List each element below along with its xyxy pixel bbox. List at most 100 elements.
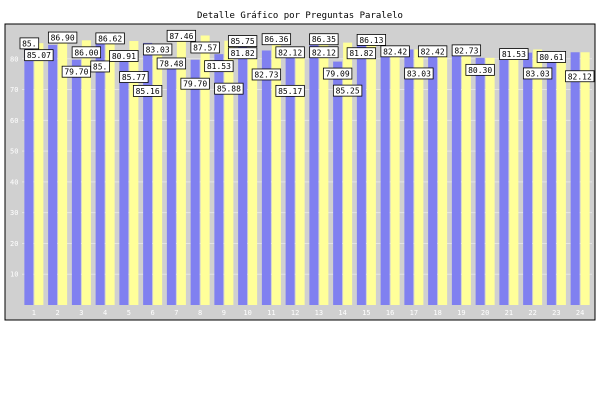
bar-series-2-10 <box>248 53 258 305</box>
bar-series-1-5 <box>119 55 129 305</box>
svg-text:80.91: 80.91 <box>112 52 136 61</box>
data-label: 79.09 <box>322 67 353 80</box>
svg-text:82.73: 82.73 <box>454 46 478 55</box>
bar-series-1-7 <box>166 63 176 306</box>
data-label: 80.61 <box>536 51 567 63</box>
svg-text:86.35: 86.35 <box>312 35 336 44</box>
data-label: 81.82 <box>227 47 258 60</box>
svg-text:82.42: 82.42 <box>421 47 445 56</box>
svg-text:80.30: 80.30 <box>468 66 492 75</box>
x-tick-label: 19 <box>457 309 465 317</box>
data-label: 79.70 <box>61 65 92 78</box>
bar-series-1-10 <box>238 41 248 305</box>
svg-text:79.70: 79.70 <box>183 80 207 89</box>
svg-text:85.16: 85.16 <box>136 87 160 96</box>
x-tick-label: 9 <box>222 309 226 317</box>
bar-series-2-1 <box>34 43 44 306</box>
x-tick-label: 6 <box>151 309 155 317</box>
data-label: 79.70 <box>180 77 210 90</box>
bar-series-1-8 <box>190 59 200 305</box>
bar-series-1-15 <box>356 42 366 305</box>
data-label: 85.77 <box>119 71 149 83</box>
bar-series-2-15 <box>366 39 376 305</box>
data-label: 86.13 <box>356 34 387 46</box>
bar-series-1-4 <box>95 42 105 306</box>
bars <box>24 35 590 306</box>
y-tick-label: 80 <box>10 55 18 63</box>
data-label: 85. <box>19 37 40 50</box>
data-label: 82.73 <box>251 68 282 81</box>
svg-text:82.42: 82.42 <box>383 47 407 56</box>
x-tick-label: 8 <box>198 309 202 317</box>
svg-text:82.73: 82.73 <box>254 70 278 79</box>
data-label: 78.48 <box>156 57 187 70</box>
svg-text:85.88: 85.88 <box>217 85 241 94</box>
y-tick-label: 20 <box>10 240 18 248</box>
bar-series-2-9 <box>224 40 234 305</box>
bar-series-2-7 <box>176 35 186 305</box>
data-label: 85. <box>90 60 110 73</box>
svg-text:81.53: 81.53 <box>502 50 526 59</box>
data-label: 83.03 <box>522 67 553 80</box>
x-tick-label: 11 <box>267 309 275 317</box>
data-label: 82.12 <box>309 46 339 59</box>
bar-series-2-19 <box>461 50 471 305</box>
svg-text:82.12: 82.12 <box>278 48 302 57</box>
x-tick-label: 2 <box>56 309 60 317</box>
data-label: 86.35 <box>309 33 339 46</box>
svg-text:82.12: 82.12 <box>568 72 592 81</box>
bar-series-2-18 <box>438 51 448 305</box>
data-label: 87.46 <box>166 29 197 42</box>
data-label: 86.90 <box>47 31 78 44</box>
data-label: 81.53 <box>499 48 529 60</box>
y-tick-label: 60 <box>10 117 18 125</box>
svg-text:79.09: 79.09 <box>326 70 350 79</box>
svg-text:86.90: 86.90 <box>51 34 75 43</box>
bar-series-1-22 <box>523 52 533 305</box>
svg-text:85.77: 85.77 <box>122 73 146 82</box>
bar-series-2-6 <box>153 49 163 305</box>
bar-series-2-8 <box>200 35 210 305</box>
x-tick-label: 17 <box>410 309 418 317</box>
bar-series-1-1 <box>24 43 34 306</box>
bar-series-1-17 <box>404 49 414 305</box>
bar-series-2-24 <box>580 52 590 306</box>
x-tick-label: 21 <box>505 309 513 317</box>
data-label: 81.82 <box>346 47 377 60</box>
bar-series-2-23 <box>556 56 566 306</box>
data-label: 85.17 <box>275 84 305 97</box>
bar-series-2-12 <box>295 52 305 306</box>
data-label: 85.75 <box>227 35 258 47</box>
bar-series-2-22 <box>533 49 543 305</box>
y-tick-label: 70 <box>10 86 18 94</box>
bar-series-2-11 <box>271 39 281 305</box>
data-label: 85.25 <box>332 84 363 97</box>
svg-text:81.53: 81.53 <box>207 62 231 71</box>
svg-text:86.00: 86.00 <box>74 48 98 57</box>
x-tick-label: 13 <box>315 309 323 317</box>
data-label: 86.00 <box>71 46 102 59</box>
data-label: 81.53 <box>204 60 234 73</box>
data-label: 82.42 <box>417 45 448 58</box>
data-label: 82.73 <box>451 44 482 57</box>
data-label: 83.03 <box>404 67 434 80</box>
data-label: 82.42 <box>380 45 410 58</box>
svg-text:85.25: 85.25 <box>336 87 360 96</box>
x-tick-label: 3 <box>79 309 83 317</box>
bar-series-2-20 <box>485 57 495 305</box>
svg-text:83.03: 83.03 <box>146 45 170 54</box>
svg-text:85.: 85. <box>93 62 107 71</box>
bar-series-1-9 <box>214 54 224 306</box>
bar-series-2-4 <box>105 38 115 305</box>
svg-text:80.61: 80.61 <box>539 53 563 62</box>
bar-series-1-18 <box>428 51 438 305</box>
x-tick-label: 4 <box>103 309 107 317</box>
y-tick-label: 40 <box>10 178 18 186</box>
x-tick-label: 22 <box>528 309 536 317</box>
bar-series-1-21 <box>499 54 509 305</box>
svg-text:81.82: 81.82 <box>231 49 255 58</box>
data-label: 85.07 <box>24 49 54 62</box>
bar-series-1-14 <box>333 61 343 306</box>
x-tick-label: 20 <box>481 309 489 317</box>
